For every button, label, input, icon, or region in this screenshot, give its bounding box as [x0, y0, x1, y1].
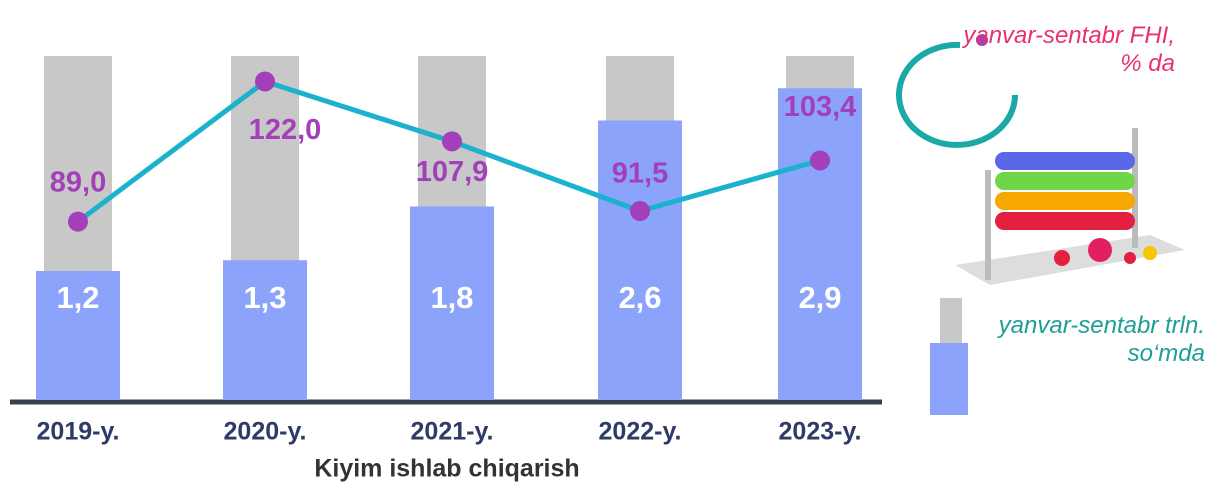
bar — [778, 88, 862, 400]
bar — [223, 260, 307, 400]
legend-bar-label: yanvar-sentabr trln. so‘mda — [998, 312, 1205, 367]
illustration — [955, 128, 1185, 285]
x-tick-label: 2019-y. — [37, 418, 120, 446]
line-value-label: 103,4 — [784, 91, 857, 123]
x-tick-label: 2020-y. — [224, 418, 307, 446]
bar — [410, 206, 494, 400]
line-marker — [442, 131, 462, 152]
bar-value-label: 1,3 — [243, 280, 286, 315]
line-marker — [630, 201, 650, 222]
line-value-label: 91,5 — [612, 158, 668, 190]
line-marker — [255, 71, 275, 92]
bar — [598, 120, 682, 400]
legend-dot — [976, 34, 988, 46]
x-tick-label: 2023-y. — [779, 418, 862, 446]
x-tick-label: 2021-y. — [411, 418, 494, 446]
line-value-label: 89,0 — [50, 166, 106, 198]
legend-line-label: yanvar-sentabr FHI, % da — [963, 22, 1175, 77]
line-value-label: 122,0 — [249, 114, 322, 146]
bar-value-label: 1,8 — [430, 280, 473, 315]
line-value-label: 107,9 — [416, 156, 489, 188]
bar-value-label: 1,2 — [56, 280, 99, 315]
line-marker — [810, 150, 830, 171]
chart-title: Kiyim ishlab chiqarish — [314, 455, 579, 483]
legend-blue-bar — [930, 343, 968, 415]
line-marker — [68, 211, 88, 232]
x-tick-label: 2022-y. — [599, 418, 682, 446]
legend-gray-bar — [940, 298, 962, 343]
bar — [36, 271, 120, 400]
bar-value-label: 2,9 — [798, 280, 841, 315]
legend-ring — [896, 41, 1018, 148]
bar-value-label: 2,6 — [618, 280, 661, 315]
